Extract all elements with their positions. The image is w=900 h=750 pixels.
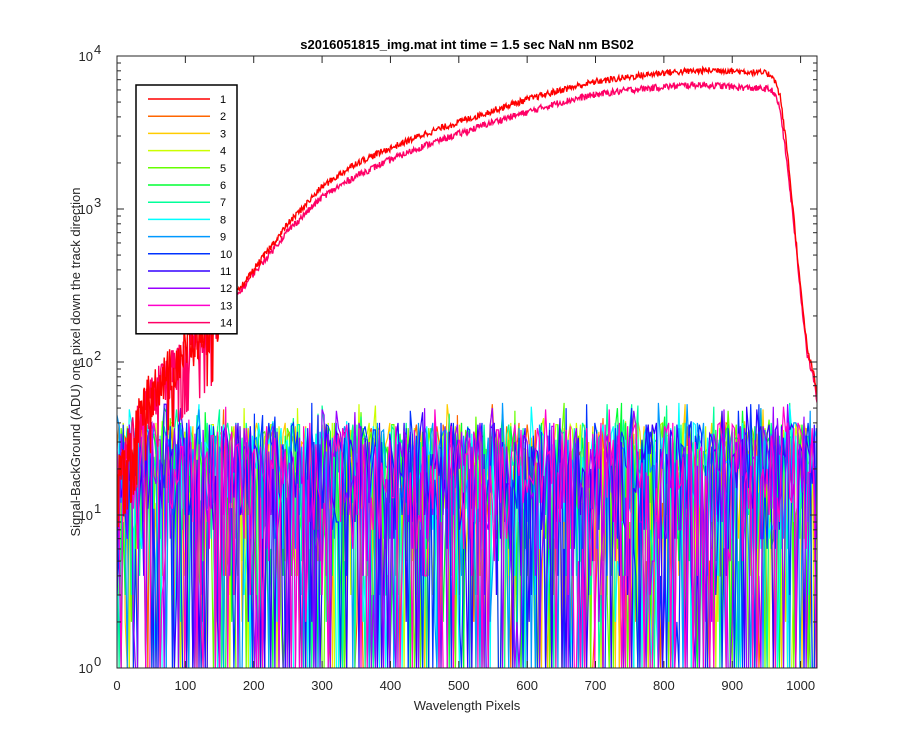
y-tick-label: 10 (79, 508, 93, 523)
x-tick-label: 900 (721, 678, 743, 693)
legend-label-5: 5 (220, 163, 226, 175)
y-axis-label: Signal-BackGround (ADU) one pixel down t… (68, 187, 83, 536)
y-tick-label: 10 (79, 202, 93, 217)
series-line-13 (117, 406, 817, 668)
series-line-12 (117, 404, 817, 668)
chart-title: s2016051815_img.mat int time = 1.5 sec N… (300, 37, 634, 52)
x-tick-label: 0 (113, 678, 120, 693)
legend-box (135, 84, 238, 335)
legend-label-11: 11 (220, 266, 231, 278)
x-tick-label: 200 (243, 678, 265, 693)
y-tick-exponent: 2 (94, 348, 101, 363)
legend-label-6: 6 (220, 180, 226, 192)
x-tick-label: 500 (448, 678, 470, 693)
legend-label-3: 3 (220, 128, 226, 140)
y-tick-label: 10 (79, 661, 93, 676)
legend-label-7: 7 (220, 197, 226, 209)
y-tick-label: 10 (79, 49, 93, 64)
x-tick-label: 100 (175, 678, 197, 693)
y-tick-exponent: 4 (94, 42, 101, 57)
legend-label-4: 4 (220, 146, 226, 158)
x-tick-label: 700 (585, 678, 607, 693)
x-tick-label: 600 (516, 678, 538, 693)
y-tick-exponent: 1 (94, 501, 101, 516)
noise-series-layer (117, 402, 817, 668)
legend-label-12: 12 (220, 283, 232, 295)
y-tick-label: 10 (79, 355, 93, 370)
legend-label-2: 2 (220, 111, 226, 123)
y-tick-exponent: 0 (94, 654, 101, 669)
legend-label-1: 1 (220, 94, 226, 106)
x-tick-label: 800 (653, 678, 675, 693)
legend-label-10: 10 (220, 249, 232, 261)
series-line-3 (117, 404, 817, 668)
legend-label-9: 9 (220, 232, 226, 244)
x-tick-label: 300 (311, 678, 333, 693)
legend-label-14: 14 (220, 318, 232, 330)
y-tick-exponent: 3 (94, 195, 101, 210)
legend-label-13: 13 (220, 300, 232, 312)
x-axis-label: Wavelength Pixels (414, 698, 521, 713)
x-tick-label: 1000 (786, 678, 815, 693)
legend-label-8: 8 (220, 214, 226, 226)
x-tick-label: 400 (380, 678, 402, 693)
x-axis-ticks: 0 100 200 300 400 500 600 700 800 900 1000 (113, 56, 815, 693)
